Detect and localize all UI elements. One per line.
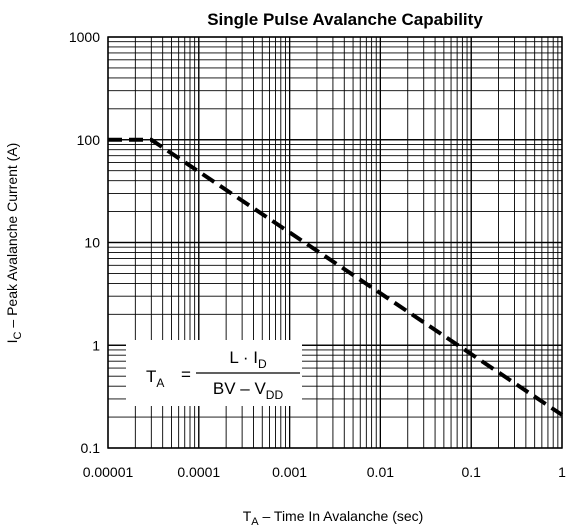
formula-annotation: TA = L · ID BV – VDD bbox=[126, 340, 302, 406]
x-axis-label: TA – Time In Avalanche (sec) bbox=[243, 508, 424, 528]
y-tick-label: 10 bbox=[84, 235, 100, 251]
formula-equals: = bbox=[181, 365, 191, 384]
x-tick-label: 0.00001 bbox=[83, 464, 134, 480]
x-tick-label: 0.01 bbox=[367, 464, 394, 480]
x-tick-label: 1 bbox=[558, 464, 566, 480]
series-line bbox=[108, 137, 564, 417]
y-tick-labels: 0.1 1 10 100 1000 bbox=[69, 29, 100, 456]
x-tick-label: 0.001 bbox=[272, 464, 307, 480]
x-tick-label: 0.0001 bbox=[177, 464, 220, 480]
chart-title: Single Pulse Avalanche Capability bbox=[207, 10, 483, 29]
y-tick-label: 100 bbox=[77, 132, 101, 148]
plot-frame bbox=[107, 36, 563, 449]
formula-numerator: L · ID bbox=[229, 348, 267, 371]
x-tick-label: 0.1 bbox=[461, 464, 481, 480]
y-tick-label: 0.1 bbox=[81, 440, 101, 456]
y-tick-label: 1000 bbox=[69, 29, 100, 45]
formula-lhs: TA bbox=[146, 367, 164, 390]
formula-denominator: BV – VDD bbox=[213, 379, 284, 402]
y-axis-label: IC – Peak Avalanche Current (A) bbox=[4, 143, 24, 344]
x-tick-labels: 0.00001 0.0001 0.001 0.01 0.1 1 bbox=[83, 464, 566, 480]
avalanche-curve bbox=[108, 137, 564, 417]
y-tick-label: 1 bbox=[92, 337, 100, 353]
